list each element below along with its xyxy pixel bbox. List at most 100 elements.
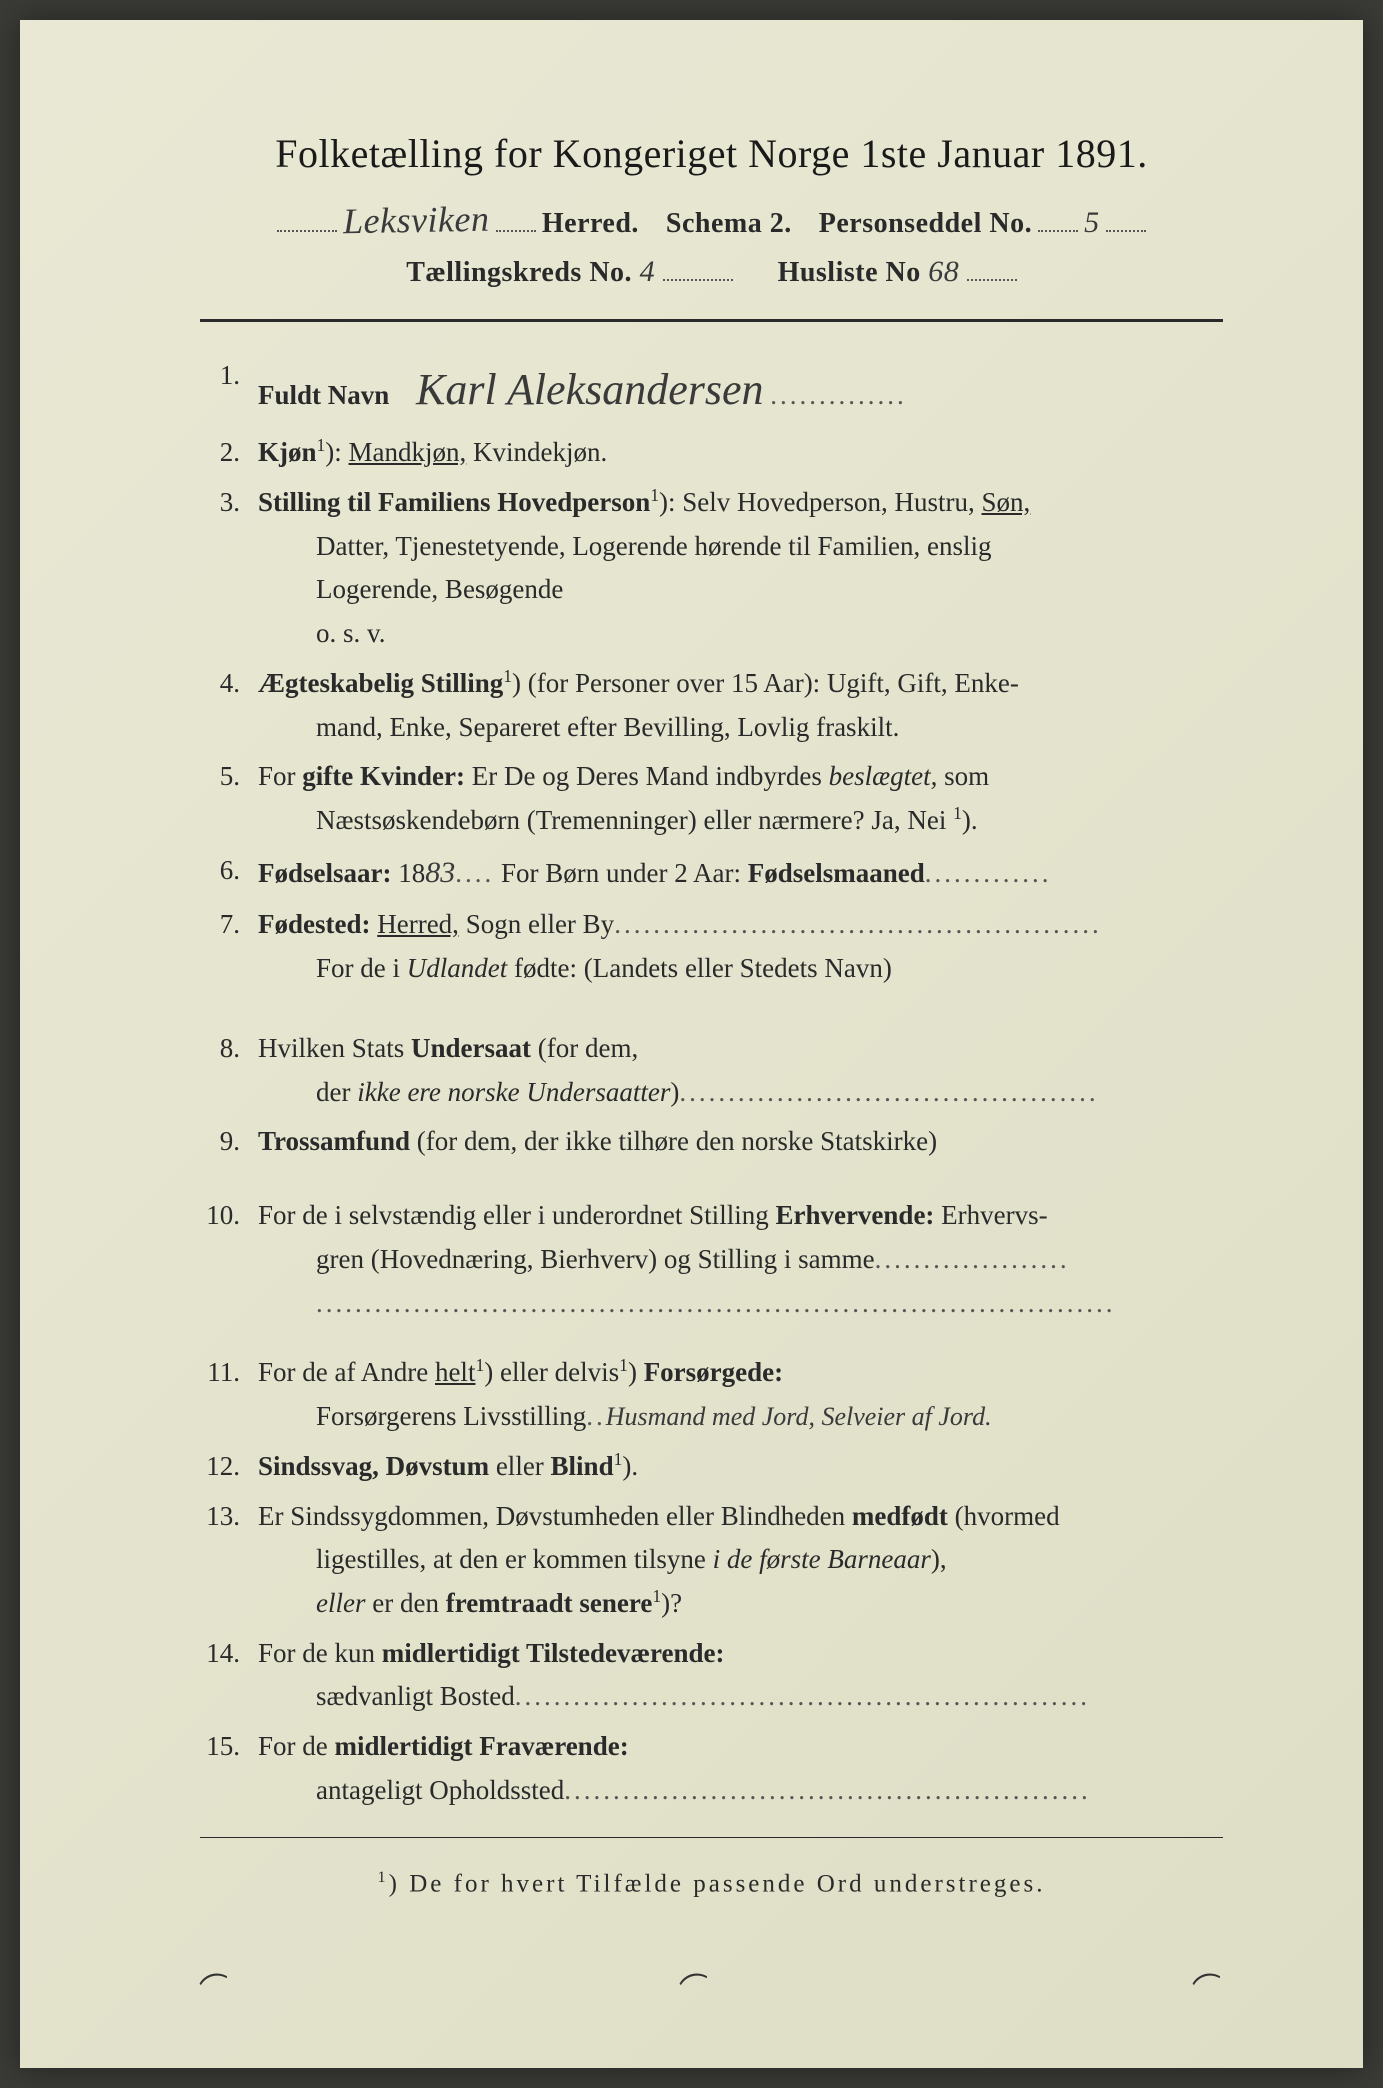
l2a: ligestilles, at den er kommen tilsyne <box>316 1544 713 1574</box>
l1b: gifte Kvinder: <box>302 761 465 791</box>
census-form-page: Folketælling for Kongeriget Norge 1ste J… <box>20 20 1363 2068</box>
tallingskreds-label: Tællingskreds No. <box>406 257 632 288</box>
dots: .. <box>586 1401 606 1431</box>
l2: For de i Udlandet fødte: (Landets eller … <box>258 947 1223 991</box>
dots: .................... <box>875 1244 1070 1274</box>
l3b: er den <box>365 1588 445 1618</box>
item-10: 10. For de i selvstændig eller i underor… <box>200 1194 1223 1325</box>
item-num: 3. <box>200 481 258 656</box>
item-body: For de midlertidigt Fraværende: antageli… <box>258 1725 1223 1812</box>
label: Kjøn <box>258 437 317 467</box>
l2: Næstsøskendebørn (Tremenninger) eller næ… <box>258 799 1223 843</box>
item-num: 2. <box>200 431 258 475</box>
item-num: 7. <box>200 903 258 990</box>
label: Sindssvag, Døvstum <box>258 1451 489 1481</box>
item-body: For gifte Kvinder: Er De og Deres Mand i… <box>258 755 1223 842</box>
label: Trossamfund <box>258 1126 410 1156</box>
fn-sup: 1 <box>378 1868 389 1886</box>
item-num: 14. <box>200 1632 258 1719</box>
l1b: midlertidigt Tilstedeværende: <box>382 1638 725 1668</box>
dots: .... <box>455 858 494 888</box>
item-num: 12. <box>200 1445 258 1489</box>
item-body: Fødested: Herred, Sogn eller By.........… <box>258 903 1223 990</box>
tb: Blind <box>551 1451 614 1481</box>
label: Fødselsaar: <box>258 858 391 888</box>
l1a: Er Sindssygdommen, Døvstumheden eller Bl… <box>258 1501 852 1531</box>
l1b: midlertidigt Fraværende: <box>335 1731 629 1761</box>
l1c: Er De og Deres Mand indbyrdes <box>465 761 829 791</box>
l2e: ). <box>962 805 978 835</box>
label: Stilling til Familiens Hovedperson <box>258 487 650 517</box>
l2: der ikke ere norske Undersaatter).......… <box>258 1071 1223 1115</box>
item-body: Hvilken Stats Undersaat (for dem, der ik… <box>258 1027 1223 1114</box>
l2b: i de første Barneaar <box>713 1544 931 1574</box>
schema-label: Schema 2. <box>666 208 792 240</box>
dot3 <box>663 279 733 281</box>
l1e: som <box>937 761 989 791</box>
l1r: Sogn eller By <box>459 909 614 939</box>
header-line-2: Leksviken Herred. Schema 2. Personseddel… <box>200 199 1223 241</box>
item-num: 15. <box>200 1725 258 1812</box>
hand-value: Husmand med Jord, Selveier af Jord. <box>606 1402 992 1431</box>
item-body: Trossamfund (for dem, der ikke tilhøre d… <box>258 1120 1223 1164</box>
item-body: Ægteskabelig Stilling1) (for Personer ov… <box>258 662 1223 749</box>
l1c: Erhvervs- <box>934 1200 1047 1230</box>
l3c: fremtraadt senere <box>446 1588 653 1618</box>
l1d: beslægtet, <box>829 761 938 791</box>
l1: ): Selv Hovedperson, Hustru, Søn, <box>659 487 1030 517</box>
l3: Logerende, Besøgende <box>258 568 1223 612</box>
item-num: 11. <box>200 1351 258 1438</box>
l2b: Udlandet <box>407 953 508 983</box>
l2c: fødte: (Landets eller Stedets Navn) <box>507 953 892 983</box>
item-body: Sindssvag, Døvstum eller Blind1). <box>258 1445 1223 1489</box>
footnote: 1) De for hvert Tilfælde passende Ord un… <box>200 1868 1223 1898</box>
item-body: Fuldt Navn Karl Aleksandersen ..........… <box>258 354 1223 425</box>
dot2 <box>1106 230 1146 232</box>
item-num: 10. <box>200 1194 258 1325</box>
item-body: For de i selvstændig eller i underordnet… <box>258 1194 1223 1325</box>
herred-u: Herred, <box>377 909 459 939</box>
sup: 1 <box>953 803 962 823</box>
title-main: Folketælling for Kongeriget Norge 1ste J… <box>200 130 1223 177</box>
item-7: 7. Fødested: Herred, Sogn eller By......… <box>200 903 1223 990</box>
dots: ........................................… <box>515 1681 1090 1711</box>
item-4: 4. Ægteskabelig Stilling1) (for Personer… <box>200 662 1223 749</box>
l1c: (for dem, <box>531 1033 638 1063</box>
name-handwritten: Karl Aleksandersen <box>416 354 764 425</box>
dots: .............. <box>770 380 907 410</box>
l2t: gren (Hovednæring, Bierhverv) og Stillin… <box>316 1244 875 1274</box>
item-num: 1. <box>200 354 258 425</box>
text: ): Mandkjøn, Kvindekjøn. <box>325 437 607 467</box>
l2b: ikke ere norske Undersaatter <box>357 1077 670 1107</box>
l2t: Næstsøskendebørn (Tremenninger) eller næ… <box>316 805 953 835</box>
tick-mark-icon: ⌒ <box>1188 1961 1228 2011</box>
l1a: For de <box>258 1731 335 1761</box>
item-13: 13. Er Sindssygdommen, Døvstumheden elle… <box>200 1495 1223 1626</box>
item-15: 15. For de midlertidigt Fraværende: anta… <box>200 1725 1223 1812</box>
l1a: Hvilken Stats <box>258 1033 411 1063</box>
personseddel-label: Personseddel No. <box>819 208 1032 240</box>
divider-top <box>200 319 1223 322</box>
dots: ........................................… <box>679 1077 1098 1107</box>
item-12: 12. Sindssvag, Døvstum eller Blind1). <box>200 1445 1223 1489</box>
l2: Datter, Tjenestetyende, Logerende hørend… <box>258 525 1223 569</box>
l2t: sædvanligt Bosted <box>316 1681 515 1711</box>
item-1: 1. Fuldt Navn Karl Aleksandersen .......… <box>200 354 1223 425</box>
sup2: 1 <box>619 1355 628 1375</box>
item-body: Er Sindssygdommen, Døvstumheden eller Bl… <box>258 1495 1223 1626</box>
dot4 <box>967 279 1017 281</box>
item-num: 8. <box>200 1027 258 1114</box>
tick-mark-icon: ⌒ <box>195 1961 235 2011</box>
l1a: For de kun <box>258 1638 382 1668</box>
l3a: eller <box>316 1588 365 1618</box>
dot1 <box>1038 230 1078 232</box>
year-hand: 83 <box>425 856 455 889</box>
item-body: Fødselsaar: 1883.... For Børn under 2 Aa… <box>258 849 1223 898</box>
l1a: For de i selvstændig eller i underordnet… <box>258 1200 775 1230</box>
l1b: medfødt <box>852 1501 948 1531</box>
mid: For Børn under 2 Aar: <box>494 858 747 888</box>
item-num: 9. <box>200 1120 258 1164</box>
husliste-no: 68 <box>928 255 959 288</box>
l3: eller er den fremtraadt senere1)? <box>258 1582 1223 1626</box>
tick-mark-icon: ⌒ <box>675 1961 715 2011</box>
